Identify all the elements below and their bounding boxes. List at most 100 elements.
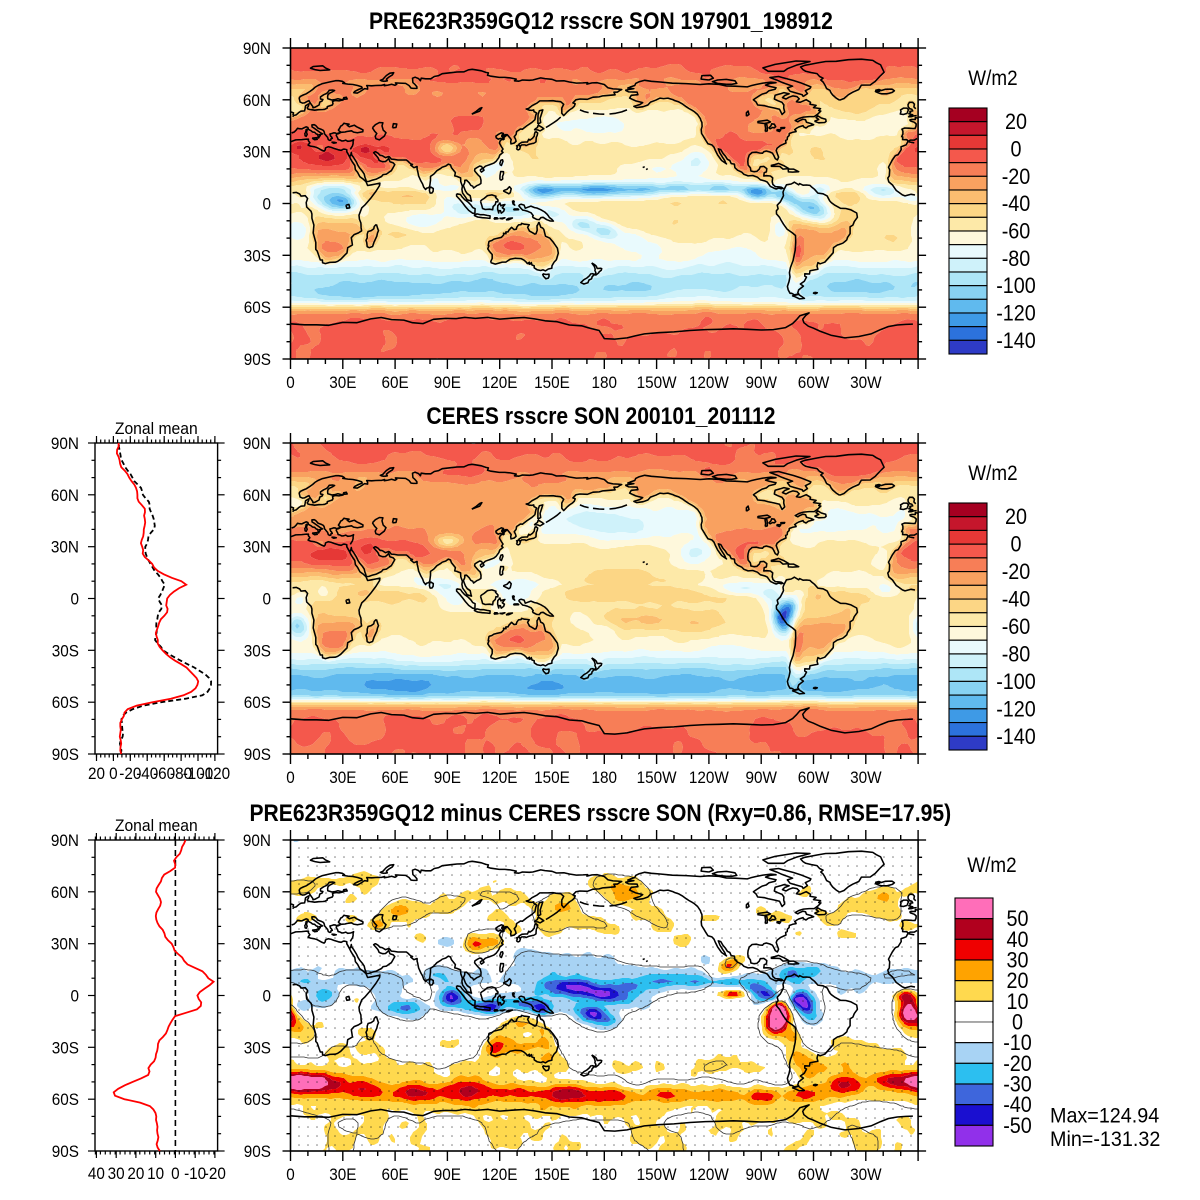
svg-text:30E: 30E [329, 1165, 356, 1184]
svg-text:120W: 120W [689, 768, 729, 787]
svg-text:30N: 30N [243, 538, 271, 557]
svg-text:90E: 90E [434, 1165, 461, 1184]
svg-text:150E: 150E [534, 768, 570, 787]
svg-text:0: 0 [263, 195, 272, 214]
svg-text:60N: 60N [243, 91, 271, 110]
svg-text:20: 20 [88, 764, 105, 783]
svg-text:30S: 30S [244, 246, 271, 265]
svg-text:W/m2: W/m2 [968, 67, 1017, 90]
svg-text:120E: 120E [482, 373, 518, 392]
svg-text:10: 10 [147, 1164, 164, 1183]
svg-text:90E: 90E [434, 373, 461, 392]
svg-text:-140: -140 [996, 328, 1036, 353]
svg-text:20: 20 [127, 1164, 144, 1183]
svg-text:60W: 60W [798, 373, 830, 392]
svg-text:90S: 90S [244, 1142, 271, 1161]
svg-text:PRE623R359GQ12 minus CERES rss: PRE623R359GQ12 minus CERES rsscre SON (R… [250, 800, 952, 827]
svg-text:90N: 90N [243, 831, 271, 850]
svg-text:30S: 30S [52, 641, 79, 660]
svg-text:CERES rsscre SON 200101_201112: CERES rsscre SON 200101_201112 [426, 403, 775, 430]
svg-text:90N: 90N [51, 831, 79, 850]
svg-text:W/m2: W/m2 [967, 854, 1016, 877]
svg-text:-40: -40 [1003, 1092, 1032, 1117]
svg-text:60E: 60E [382, 1165, 409, 1184]
svg-text:0: 0 [286, 768, 295, 787]
svg-text:0: 0 [286, 1165, 295, 1184]
svg-text:90S: 90S [244, 745, 271, 764]
svg-text:30S: 30S [244, 1038, 271, 1057]
svg-text:150W: 150W [637, 768, 677, 787]
svg-text:180: 180 [592, 373, 618, 392]
svg-text:150E: 150E [534, 373, 570, 392]
svg-text:30E: 30E [329, 373, 356, 392]
svg-text:0: 0 [171, 1164, 180, 1183]
svg-text:-80: -80 [170, 764, 192, 783]
svg-text:Max=124.94: Max=124.94 [1050, 1105, 1159, 1128]
svg-text:30N: 30N [243, 143, 271, 162]
svg-text:60E: 60E [382, 373, 409, 392]
svg-text:30W: 30W [850, 1165, 882, 1184]
svg-text:30S: 30S [52, 1038, 79, 1057]
svg-text:30N: 30N [51, 935, 79, 954]
svg-text:-100: -100 [996, 669, 1036, 694]
svg-text:-60: -60 [1002, 219, 1031, 244]
svg-text:0: 0 [1012, 1010, 1023, 1035]
svg-text:-40: -40 [136, 764, 158, 783]
svg-text:150W: 150W [637, 1165, 677, 1184]
svg-text:-60: -60 [153, 764, 175, 783]
svg-text:60S: 60S [244, 693, 271, 712]
svg-text:Min=-131.32: Min=-131.32 [1050, 1128, 1160, 1151]
svg-text:90W: 90W [746, 768, 778, 787]
svg-text:20: 20 [1005, 504, 1027, 529]
svg-text:120E: 120E [482, 768, 518, 787]
svg-text:0: 0 [263, 590, 272, 609]
svg-text:-20: -20 [1002, 164, 1031, 189]
svg-text:40: 40 [1007, 927, 1029, 952]
svg-text:90W: 90W [746, 373, 778, 392]
svg-text:-10: -10 [1003, 1030, 1032, 1055]
svg-text:-60: -60 [1002, 614, 1031, 639]
svg-text:-10: -10 [184, 1164, 206, 1183]
svg-text:150E: 150E [534, 1165, 570, 1184]
svg-text:60W: 60W [798, 1165, 830, 1184]
svg-text:90S: 90S [52, 745, 79, 764]
svg-text:30N: 30N [51, 538, 79, 557]
svg-text:PRE623R359GQ12 rsscre SON 1979: PRE623R359GQ12 rsscre SON 197901_198912 [369, 8, 833, 35]
svg-text:40: 40 [88, 1164, 105, 1183]
svg-text:0: 0 [1011, 532, 1022, 557]
svg-text:0: 0 [286, 373, 295, 392]
svg-text:20: 20 [1005, 109, 1027, 134]
svg-text:-100: -100 [183, 764, 214, 783]
svg-text:120W: 120W [689, 1165, 729, 1184]
svg-text:-20: -20 [204, 1164, 226, 1183]
svg-text:180: 180 [592, 1165, 618, 1184]
svg-text:90N: 90N [51, 434, 79, 453]
svg-text:30E: 30E [329, 768, 356, 787]
svg-text:-20: -20 [1003, 1051, 1032, 1076]
svg-text:90W: 90W [746, 1165, 778, 1184]
svg-text:Zonal mean: Zonal mean [115, 817, 198, 835]
svg-text:-50: -50 [1003, 1113, 1032, 1138]
svg-text:60E: 60E [382, 768, 409, 787]
svg-text:0: 0 [1011, 137, 1022, 162]
svg-text:-30: -30 [1003, 1072, 1032, 1097]
svg-text:30S: 30S [244, 641, 271, 660]
svg-text:-80: -80 [1002, 246, 1031, 271]
svg-text:90S: 90S [244, 350, 271, 369]
svg-text:60N: 60N [51, 486, 79, 505]
svg-text:30W: 30W [850, 373, 882, 392]
svg-text:90N: 90N [243, 434, 271, 453]
svg-text:90N: 90N [243, 39, 271, 58]
svg-text:-140: -140 [996, 724, 1036, 749]
svg-text:60N: 60N [243, 883, 271, 902]
svg-text:-40: -40 [1002, 587, 1031, 612]
svg-text:-120: -120 [996, 301, 1036, 326]
svg-text:W/m2: W/m2 [968, 462, 1017, 485]
svg-text:120E: 120E [482, 1165, 518, 1184]
svg-text:Zonal mean: Zonal mean [115, 420, 198, 438]
svg-text:60S: 60S [52, 1090, 79, 1109]
svg-text:60S: 60S [244, 1090, 271, 1109]
svg-text:0: 0 [71, 590, 80, 609]
svg-text:10: 10 [1007, 989, 1029, 1014]
svg-text:20: 20 [1007, 968, 1029, 993]
